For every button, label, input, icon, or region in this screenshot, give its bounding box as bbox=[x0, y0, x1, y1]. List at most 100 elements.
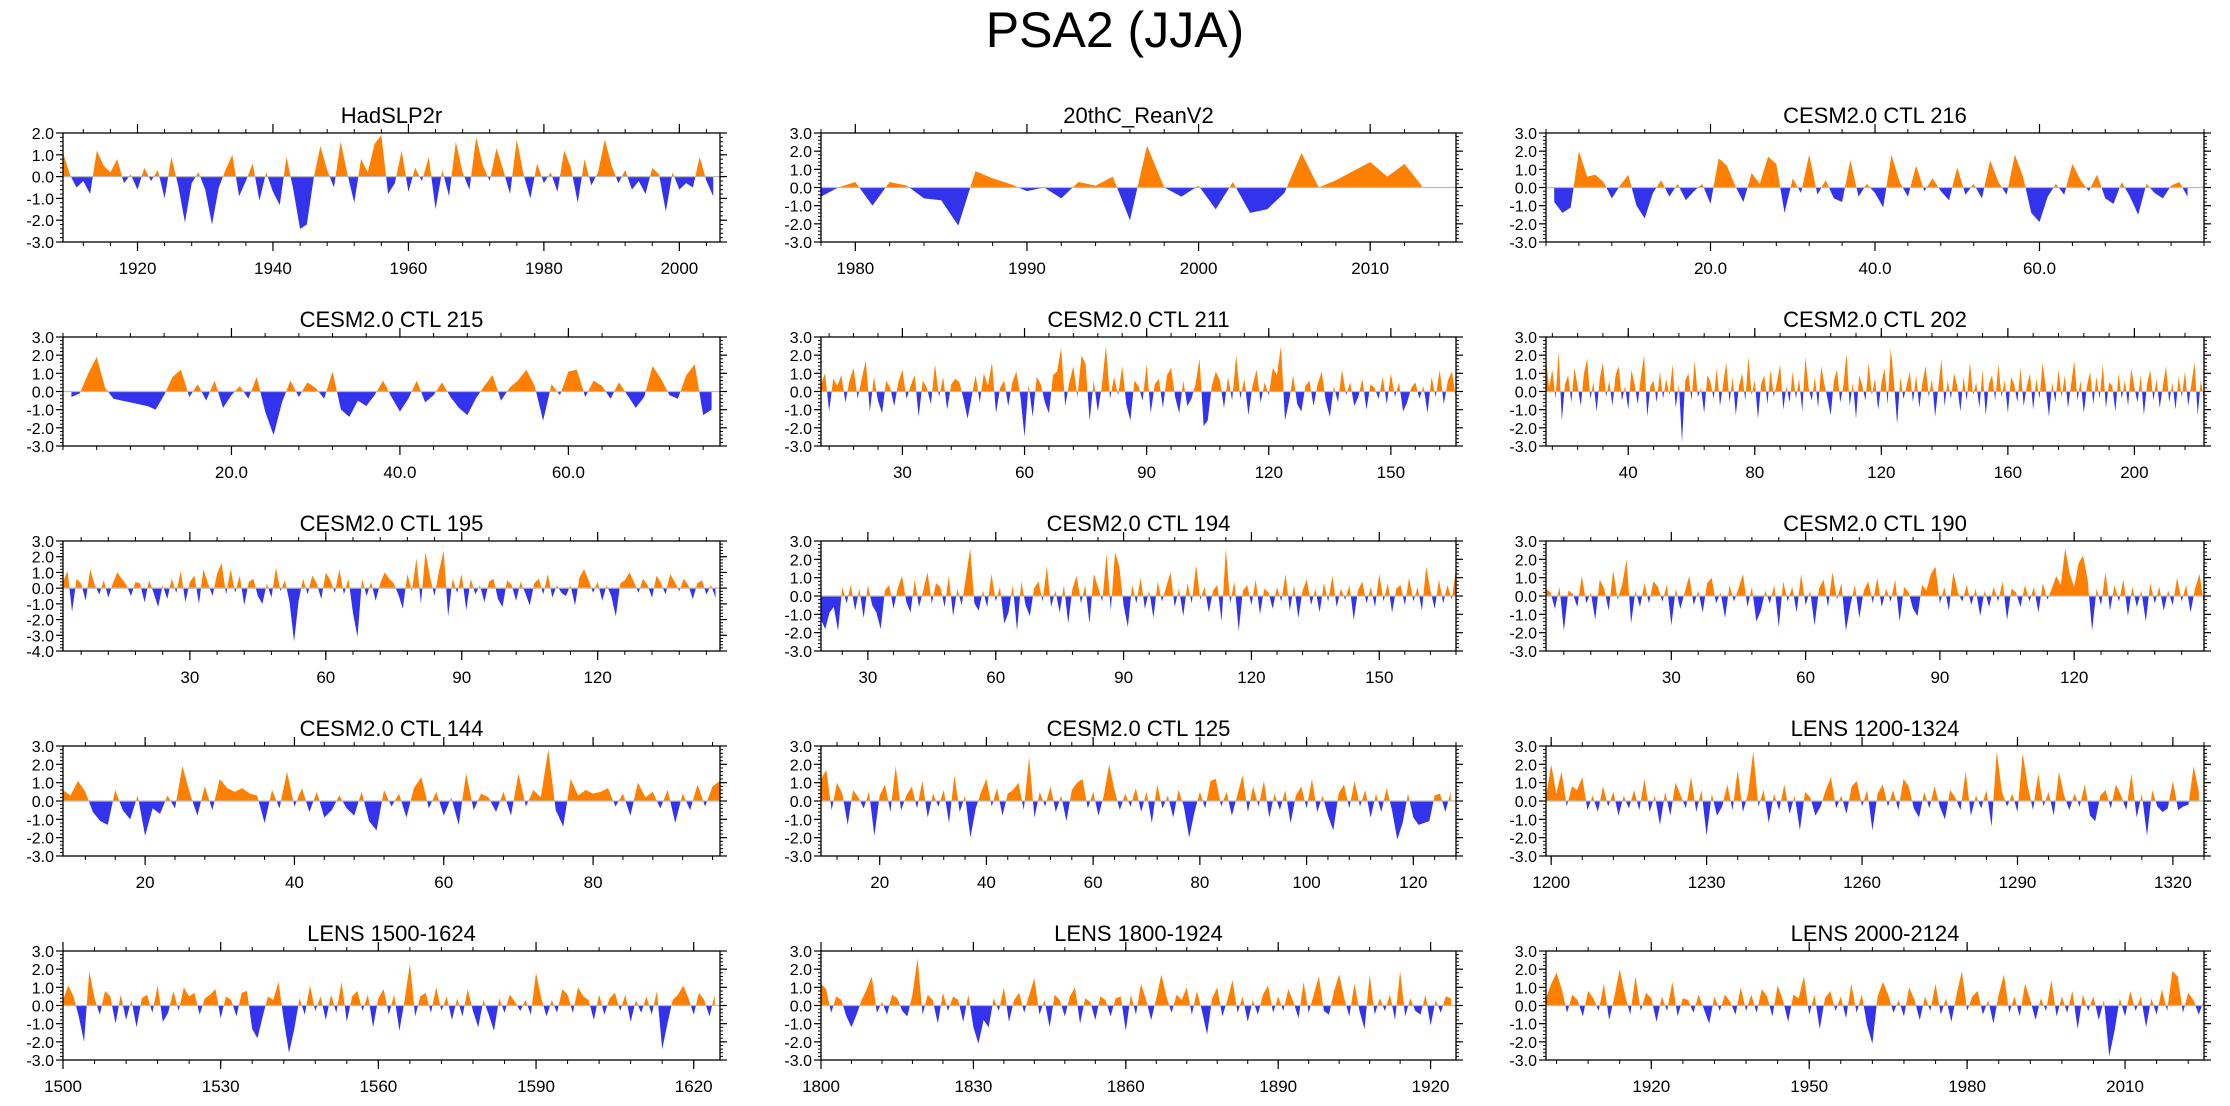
panel-title: LENS 1200-1324 bbox=[1791, 716, 1960, 741]
x-tick-label: 20 bbox=[136, 873, 155, 892]
x-tick-label: 1920 bbox=[1412, 1077, 1450, 1096]
y-tick-label: 3.0 bbox=[790, 534, 812, 551]
y-tick-label: -2.0 bbox=[784, 421, 812, 438]
y-tick-label: -1.0 bbox=[1509, 812, 1537, 829]
positive-area bbox=[821, 958, 1451, 1006]
x-tick-label: 120 bbox=[2060, 668, 2088, 687]
negative-area bbox=[821, 391, 1456, 437]
y-tick-label: 3.0 bbox=[1515, 534, 1537, 551]
x-tick-label: 1980 bbox=[836, 259, 874, 278]
series-area bbox=[63, 135, 714, 229]
chart-panel: LENS 1200-1324 3.02.0 1.00.0-1.0 -2.0-3.0 12… bbox=[1509, 716, 2211, 892]
chart-panel: CESM2.0 CTL 195 3.02.01.00.0-1.0-2.0-3.0-… bbox=[26, 511, 727, 687]
y-tick-label: -1.0 bbox=[1509, 607, 1537, 624]
chart-panel: LENS 1800-1924 3.02.01.0 0.0-1.0-2.0-3.0 18… bbox=[784, 921, 1463, 1096]
y-tick-label: -1.0 bbox=[26, 597, 54, 614]
y-tick-label: 0.0 bbox=[790, 181, 812, 198]
figure-title: PSA2 (JJA) bbox=[985, 2, 1245, 58]
y-tick-label: -2.0 bbox=[1509, 217, 1537, 234]
y-tick-label: 0.0 bbox=[32, 581, 54, 598]
y-tick-label: 0.0 bbox=[1515, 999, 1537, 1016]
chart-panel: CESM2.0 CTL 190 3.02.0 1.00.0-1.0 -2.0-3.0 3… bbox=[1509, 511, 2211, 687]
panel-frame bbox=[62, 540, 721, 652]
x-tick-label: 40 bbox=[1619, 463, 1638, 482]
x-tick-label: 30 bbox=[180, 668, 199, 687]
series-area bbox=[821, 346, 1456, 437]
y-tick-label: -1.0 bbox=[784, 199, 812, 216]
x-tick-label: 80 bbox=[1190, 873, 1209, 892]
y-tick-label: -1.0 bbox=[784, 1017, 812, 1034]
panel-title: CESM2.0 CTL 211 bbox=[1047, 307, 1229, 332]
positive-area bbox=[1546, 751, 2199, 801]
y-tick-label: -3.0 bbox=[1509, 439, 1537, 456]
y-tick-label: 3.0 bbox=[790, 739, 812, 756]
x-tick-label: 1590 bbox=[517, 1077, 555, 1096]
series-area bbox=[1546, 751, 2199, 836]
negative-area bbox=[821, 801, 1451, 840]
positive-area bbox=[821, 145, 1422, 188]
x-tick-label: 80 bbox=[584, 873, 603, 892]
chart-panel: CESM2.0 CTL 144 3.02.0 1.00.0-1.0 -2.0-3.0 2… bbox=[26, 716, 727, 892]
negative-area bbox=[63, 176, 714, 229]
panel-title: CESM2.0 CTL 195 bbox=[300, 511, 484, 536]
y-tick-label: -3.0 bbox=[1509, 849, 1537, 866]
y-tick-label: -1.0 bbox=[26, 1017, 54, 1034]
x-tick-label: 60 bbox=[986, 668, 1005, 687]
y-tick-label: 2.0 bbox=[1515, 144, 1537, 161]
y-tick-label: -3.0 bbox=[784, 235, 812, 252]
series-area bbox=[63, 749, 720, 836]
y-tick-label: -1.0 bbox=[26, 812, 54, 829]
x-tick-label: 150 bbox=[1365, 668, 1393, 687]
y-tick-label: -1.0 bbox=[26, 191, 54, 208]
negative-area bbox=[71, 391, 712, 436]
positive-area bbox=[63, 550, 716, 589]
x-tick-label: 60 bbox=[1015, 463, 1034, 482]
y-tick-label: 1.0 bbox=[32, 366, 54, 383]
y-tick-label: -2.0 bbox=[784, 217, 812, 234]
negative-area bbox=[1546, 596, 2204, 631]
chart-panel: CESM2.0 CTL 211 3.02.01.0 0.0-1.0-2.0-3.0 3… bbox=[784, 307, 1463, 482]
x-tick-label: 1990 bbox=[1008, 259, 1046, 278]
panel-title: LENS 1500-1624 bbox=[307, 921, 476, 946]
chart-panel: CESM2.0 CTL 216 3.02.01.0 0.0-1.0-2.0-3.0 2… bbox=[1509, 103, 2211, 278]
positive-area bbox=[1554, 151, 2188, 188]
y-tick-label: 3.0 bbox=[1515, 944, 1537, 961]
y-tick-label: -3.0 bbox=[26, 235, 54, 252]
y-tick-label: 3.0 bbox=[1515, 739, 1537, 756]
positive-area bbox=[71, 356, 712, 392]
positive-area bbox=[63, 963, 715, 1006]
chart-panel: LENS 2000-2124 3.02.01.0 0.0-1.0-2.0-3.0 19… bbox=[1509, 921, 2211, 1096]
chart-panel: CESM2.0 CTL 202 3.02.01.0 0.0-1.0-2.0-3.0 4… bbox=[1509, 307, 2211, 482]
y-tick-label: 1.0 bbox=[1515, 366, 1537, 383]
y-tick-label: 1.0 bbox=[32, 148, 54, 165]
panel-title: CESM2.0 CTL 194 bbox=[1047, 511, 1231, 536]
y-tick-label: 2.0 bbox=[1515, 757, 1537, 774]
y-tick-label: 3.0 bbox=[790, 330, 812, 347]
x-tick-label: 1980 bbox=[525, 259, 563, 278]
x-tick-label: 120 bbox=[1237, 668, 1265, 687]
panel-title: CESM2.0 CTL 215 bbox=[300, 307, 484, 332]
y-tick-label: 3.0 bbox=[32, 534, 54, 551]
positive-area bbox=[1546, 548, 2204, 596]
y-tick-label: 3.0 bbox=[790, 126, 812, 143]
y-tick-label: -2.0 bbox=[26, 1035, 54, 1052]
negative-area bbox=[821, 187, 1422, 226]
series-area bbox=[1554, 151, 2188, 223]
y-tick-label: -3.0 bbox=[784, 644, 812, 661]
y-tick-label: 1.0 bbox=[32, 776, 54, 793]
negative-area bbox=[821, 596, 1456, 631]
y-tick-label: 0.0 bbox=[32, 385, 54, 402]
y-tick-label: -2.0 bbox=[1509, 831, 1537, 848]
x-tick-label: 1890 bbox=[1259, 1077, 1297, 1096]
y-tick-label: -1.0 bbox=[784, 812, 812, 829]
x-tick-label: 160 bbox=[1994, 463, 2022, 482]
negative-area bbox=[63, 801, 720, 836]
x-tick-label: 30 bbox=[893, 463, 912, 482]
y-tick-label: 0.0 bbox=[1515, 794, 1537, 811]
y-tick-label: 2.0 bbox=[790, 348, 812, 365]
series-area bbox=[821, 958, 1451, 1044]
y-tick-label: 1.0 bbox=[1515, 980, 1537, 997]
y-tick-label: -1.0 bbox=[1509, 1017, 1537, 1034]
y-tick-label: 1.0 bbox=[1515, 162, 1537, 179]
series-area bbox=[1546, 347, 2204, 443]
